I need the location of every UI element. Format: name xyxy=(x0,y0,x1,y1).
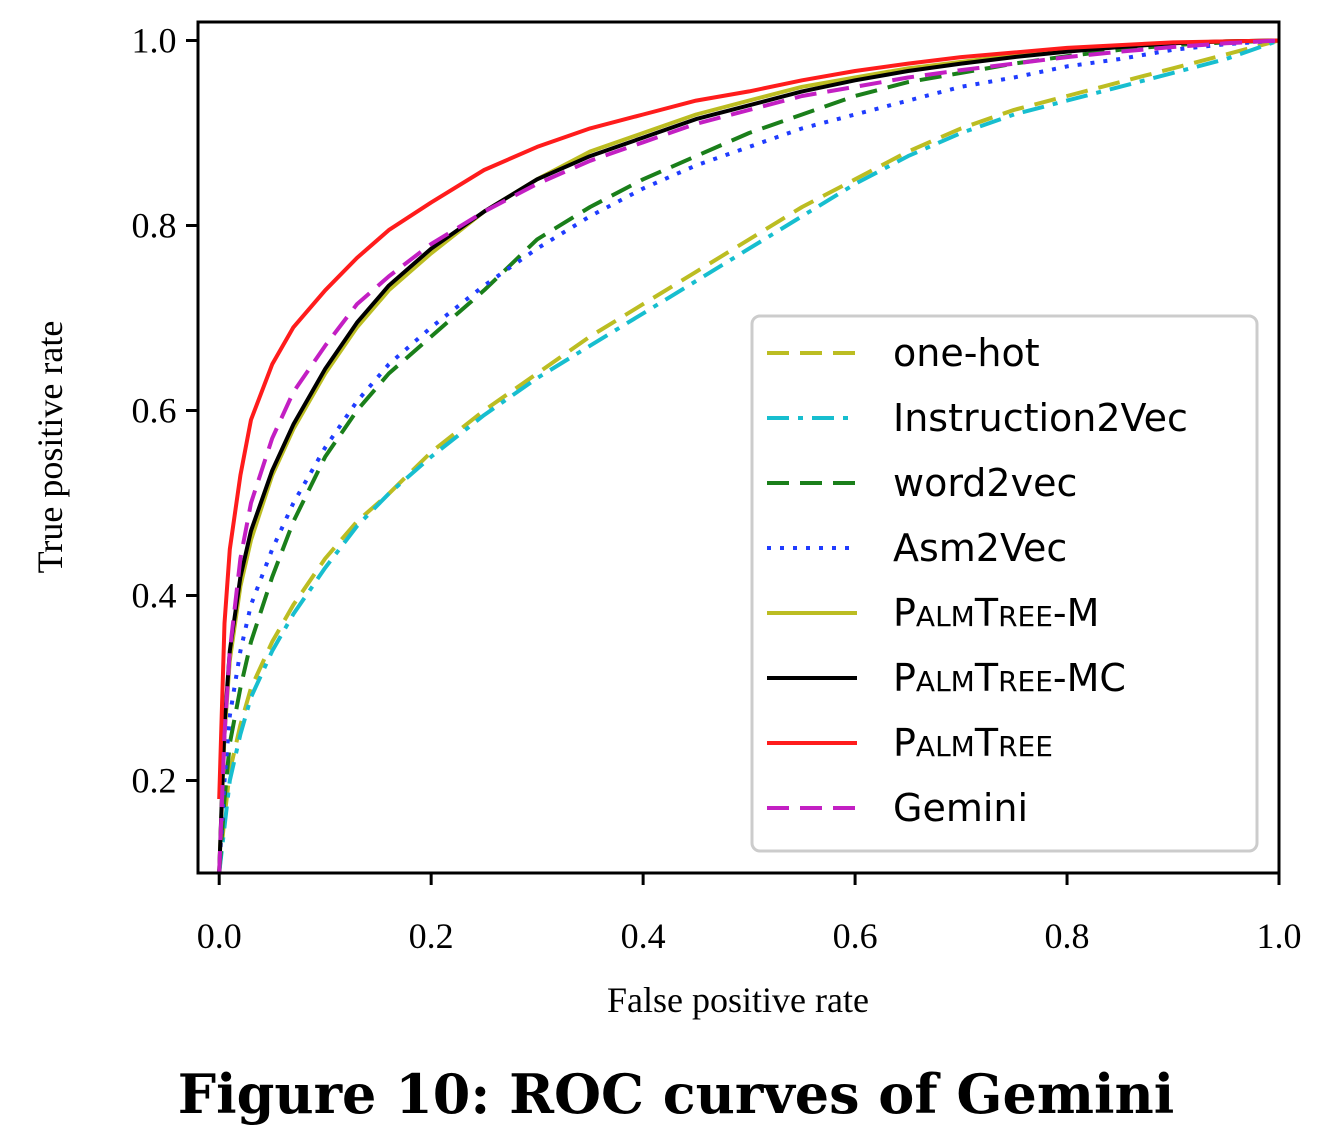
series-line-0 xyxy=(217,38,1280,874)
x-tick-label: 0.4 xyxy=(621,916,666,956)
x-axis-label: False positive rate xyxy=(607,980,869,1020)
series-line-7 xyxy=(217,38,1280,874)
series-line-1 xyxy=(217,38,1280,874)
x-tick-label: 1.0 xyxy=(1257,916,1302,956)
y-axis-label: True positive rate xyxy=(30,321,70,574)
legend-label-5: PALMTREE-MC xyxy=(893,656,1126,700)
y-tick-label: 0.8 xyxy=(132,206,177,246)
x-tick-label: 0.0 xyxy=(197,916,242,956)
y-tick-label: 0.2 xyxy=(132,761,177,801)
legend-label-1: Instruction2Vec xyxy=(893,396,1188,440)
y-tick-label: 1.0 xyxy=(132,21,177,61)
curve-layer xyxy=(217,38,1280,874)
legend-label-3: Asm2Vec xyxy=(893,526,1067,570)
legend-label-4: PALMTREE-M xyxy=(893,591,1099,635)
series-line-5 xyxy=(217,38,1280,874)
legend: one-hot Instruction2Vec word2vec Asm2Vec PAL… xyxy=(750,314,1259,853)
y-axis: 0.2 0.4 0.6 0.8 1.0 xyxy=(132,21,198,801)
plot-frame xyxy=(196,20,1281,875)
x-axis: 0.0 0.2 0.4 0.6 0.8 1.0 xyxy=(197,873,1302,956)
legend-box xyxy=(750,314,1259,853)
series-line-2 xyxy=(217,38,1280,874)
legend-label-2: word2vec xyxy=(893,461,1077,505)
y-tick-label: 0.4 xyxy=(132,576,177,616)
legend-label-7: Gemini xyxy=(893,786,1028,830)
x-tick-label: 0.8 xyxy=(1045,916,1090,956)
legend-label-0: one-hot xyxy=(893,331,1040,375)
y-tick-label: 0.6 xyxy=(132,391,177,431)
series-line-6 xyxy=(217,38,1280,800)
legend-label-6: PALMTREE xyxy=(893,721,1053,765)
figure-caption: Figure 10: ROC curves of Gemini xyxy=(178,1062,1175,1126)
x-tick-label: 0.6 xyxy=(833,916,878,956)
x-tick-label: 0.2 xyxy=(409,916,454,956)
